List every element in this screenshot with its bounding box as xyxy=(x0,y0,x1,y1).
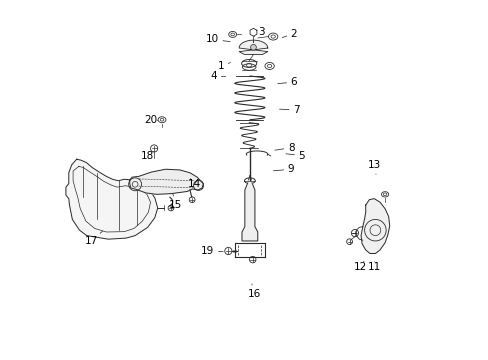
Text: 2: 2 xyxy=(282,29,297,39)
Polygon shape xyxy=(239,40,267,54)
Text: 5: 5 xyxy=(285,150,305,161)
Text: 1: 1 xyxy=(218,61,230,71)
Text: 6: 6 xyxy=(277,77,297,87)
Text: 17: 17 xyxy=(84,231,102,246)
Text: 8: 8 xyxy=(274,143,294,153)
Polygon shape xyxy=(242,183,257,241)
Text: 3: 3 xyxy=(254,27,264,37)
Text: 20: 20 xyxy=(143,115,157,125)
Text: 16: 16 xyxy=(247,284,260,299)
Text: 10: 10 xyxy=(205,35,230,44)
Circle shape xyxy=(250,44,256,50)
Text: 13: 13 xyxy=(367,160,380,174)
Polygon shape xyxy=(129,169,203,194)
Text: 4: 4 xyxy=(210,71,225,81)
Text: 19: 19 xyxy=(201,246,223,256)
Polygon shape xyxy=(66,159,158,239)
Text: 12: 12 xyxy=(353,261,366,272)
Text: 7: 7 xyxy=(279,105,299,115)
Text: 18: 18 xyxy=(140,150,154,161)
Text: 11: 11 xyxy=(367,262,380,272)
Polygon shape xyxy=(360,199,389,253)
Text: 9: 9 xyxy=(273,164,294,174)
Text: 15: 15 xyxy=(169,194,182,210)
Text: 14: 14 xyxy=(187,179,201,189)
